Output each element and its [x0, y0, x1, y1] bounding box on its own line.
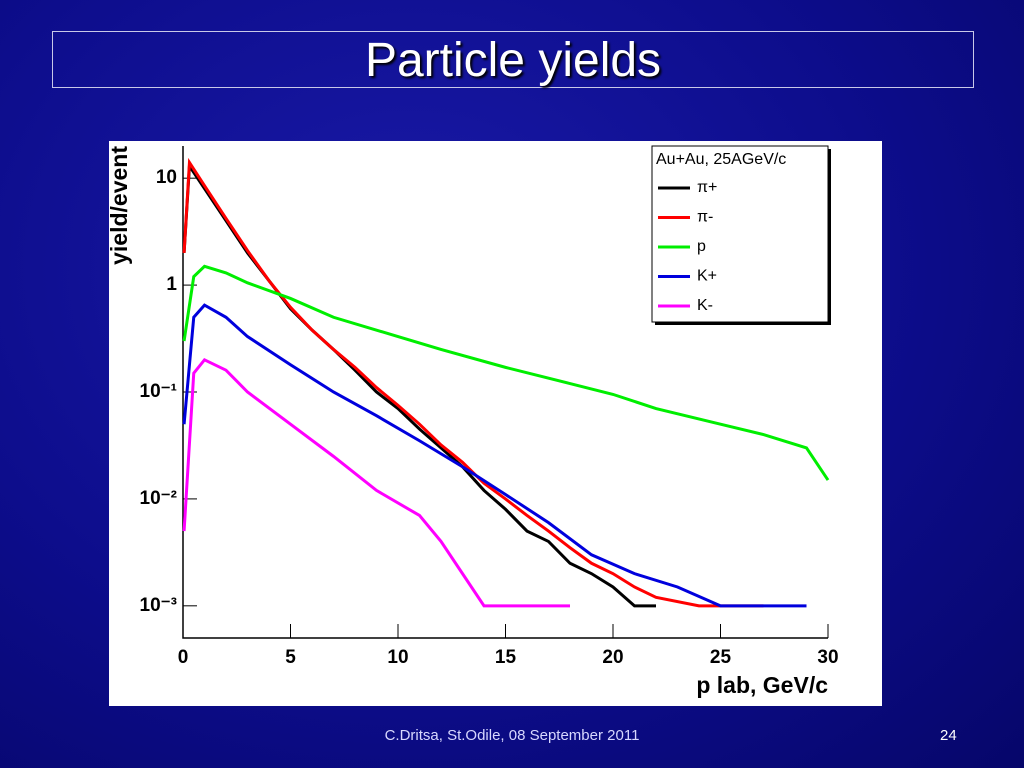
y-tick-label: 10⁻²	[140, 488, 178, 509]
legend-label: π+	[697, 179, 717, 196]
series-line	[182, 357, 570, 608]
x-axis-label: p lab, GeV/c	[696, 672, 828, 698]
x-tick-label: 0	[178, 647, 189, 668]
legend-title: Au+Au, 25AGeV/c	[656, 151, 786, 168]
legend-label: K-	[697, 297, 713, 314]
x-tick-label: 10	[387, 647, 408, 668]
y-tick-label: 10	[156, 167, 177, 188]
legend-label: p	[697, 238, 706, 255]
x-tick-label: 30	[817, 647, 838, 668]
x-tick-label: 20	[602, 647, 623, 668]
x-tick-label: 5	[285, 647, 296, 668]
legend-box	[651, 145, 829, 323]
y-tick-label: 10⁻³	[140, 595, 178, 616]
legend-label: π-	[697, 209, 713, 226]
y-tick-label: 1	[166, 274, 177, 295]
footer: C.Dritsa, St.Odile, 08 September 2011	[384, 727, 640, 744]
series-line	[182, 303, 807, 608]
legend-label: K+	[697, 268, 717, 285]
slide-title: Particle yields	[52, 31, 974, 88]
page-number: 24	[940, 727, 957, 744]
y-axis-label: yield/event	[109, 146, 132, 265]
y-tick-label: 10⁻¹	[140, 381, 178, 402]
x-tick-label: 15	[495, 647, 517, 668]
series-line	[182, 157, 764, 608]
chart: 10⁻³ 10⁻² 10⁻¹ 1 10 0 5 10 15 20 25 30 p lab, GeV/c y…	[109, 141, 882, 706]
x-tick-label: 25	[710, 647, 732, 668]
series-line	[182, 264, 830, 481]
